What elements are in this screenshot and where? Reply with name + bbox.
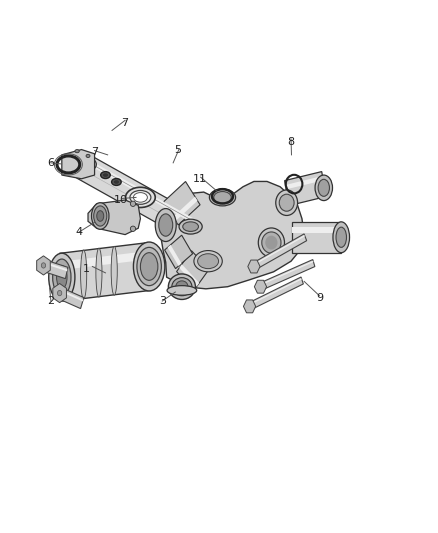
Ellipse shape bbox=[179, 219, 202, 234]
Text: 9: 9 bbox=[316, 293, 323, 303]
Ellipse shape bbox=[276, 190, 297, 215]
Ellipse shape bbox=[101, 172, 110, 179]
Polygon shape bbox=[253, 235, 305, 265]
Ellipse shape bbox=[209, 189, 236, 206]
Ellipse shape bbox=[86, 155, 90, 158]
Ellipse shape bbox=[57, 265, 67, 289]
Polygon shape bbox=[60, 289, 83, 302]
Ellipse shape bbox=[75, 150, 79, 153]
Ellipse shape bbox=[155, 208, 176, 241]
Ellipse shape bbox=[265, 236, 278, 249]
Polygon shape bbox=[62, 150, 95, 179]
Ellipse shape bbox=[75, 159, 92, 169]
Text: 8: 8 bbox=[287, 136, 295, 147]
Ellipse shape bbox=[134, 242, 165, 291]
Ellipse shape bbox=[81, 250, 87, 299]
Ellipse shape bbox=[103, 173, 108, 177]
Ellipse shape bbox=[97, 211, 104, 221]
Polygon shape bbox=[285, 176, 323, 189]
Ellipse shape bbox=[167, 286, 197, 295]
Polygon shape bbox=[253, 234, 307, 270]
Polygon shape bbox=[168, 245, 181, 266]
Text: 5: 5 bbox=[174, 144, 181, 155]
Ellipse shape bbox=[94, 206, 107, 226]
Ellipse shape bbox=[41, 263, 46, 268]
Ellipse shape bbox=[130, 190, 151, 204]
Ellipse shape bbox=[92, 203, 109, 229]
Ellipse shape bbox=[214, 191, 231, 203]
Polygon shape bbox=[248, 277, 304, 310]
Ellipse shape bbox=[131, 226, 136, 231]
Polygon shape bbox=[58, 288, 84, 309]
Ellipse shape bbox=[333, 222, 350, 253]
Text: 1: 1 bbox=[82, 264, 89, 274]
Ellipse shape bbox=[71, 157, 96, 172]
Text: 11: 11 bbox=[192, 174, 206, 184]
Ellipse shape bbox=[168, 274, 195, 300]
Ellipse shape bbox=[49, 253, 75, 301]
Text: 4: 4 bbox=[76, 227, 83, 237]
Polygon shape bbox=[179, 264, 199, 287]
Ellipse shape bbox=[262, 232, 281, 253]
Polygon shape bbox=[285, 172, 326, 206]
Polygon shape bbox=[60, 243, 151, 301]
Ellipse shape bbox=[137, 247, 161, 286]
Text: 10: 10 bbox=[114, 195, 128, 205]
Polygon shape bbox=[161, 181, 304, 289]
Ellipse shape bbox=[112, 179, 121, 185]
Ellipse shape bbox=[336, 227, 346, 247]
Polygon shape bbox=[244, 300, 256, 313]
Text: 3: 3 bbox=[159, 296, 166, 306]
Polygon shape bbox=[44, 262, 67, 271]
Ellipse shape bbox=[126, 187, 155, 207]
Polygon shape bbox=[165, 235, 193, 269]
Text: 7: 7 bbox=[122, 118, 129, 128]
Ellipse shape bbox=[176, 281, 188, 293]
Polygon shape bbox=[254, 280, 267, 293]
Polygon shape bbox=[83, 157, 194, 223]
Polygon shape bbox=[177, 251, 209, 290]
Ellipse shape bbox=[114, 180, 119, 184]
Ellipse shape bbox=[258, 228, 285, 257]
Text: 6: 6 bbox=[47, 158, 54, 168]
Polygon shape bbox=[173, 197, 198, 221]
Polygon shape bbox=[292, 222, 341, 253]
Ellipse shape bbox=[194, 251, 222, 272]
Polygon shape bbox=[60, 251, 148, 270]
Polygon shape bbox=[260, 261, 314, 286]
Ellipse shape bbox=[315, 175, 332, 200]
Ellipse shape bbox=[131, 201, 136, 206]
Ellipse shape bbox=[198, 254, 219, 269]
Ellipse shape bbox=[172, 278, 192, 296]
Polygon shape bbox=[88, 200, 141, 235]
Ellipse shape bbox=[134, 192, 148, 202]
Ellipse shape bbox=[279, 194, 294, 211]
Text: 2: 2 bbox=[47, 296, 54, 306]
Polygon shape bbox=[292, 227, 341, 232]
Ellipse shape bbox=[96, 248, 102, 297]
Polygon shape bbox=[42, 260, 68, 279]
Ellipse shape bbox=[111, 246, 117, 295]
Ellipse shape bbox=[57, 290, 62, 296]
Ellipse shape bbox=[159, 214, 173, 236]
Polygon shape bbox=[248, 260, 260, 273]
Ellipse shape bbox=[53, 259, 71, 295]
Polygon shape bbox=[53, 284, 67, 303]
Polygon shape bbox=[249, 278, 302, 305]
Polygon shape bbox=[77, 153, 195, 239]
Ellipse shape bbox=[141, 253, 158, 280]
Text: 7: 7 bbox=[91, 147, 98, 157]
Polygon shape bbox=[259, 260, 315, 290]
Ellipse shape bbox=[183, 222, 198, 231]
Ellipse shape bbox=[318, 179, 329, 196]
Polygon shape bbox=[164, 182, 200, 225]
Polygon shape bbox=[37, 256, 50, 275]
